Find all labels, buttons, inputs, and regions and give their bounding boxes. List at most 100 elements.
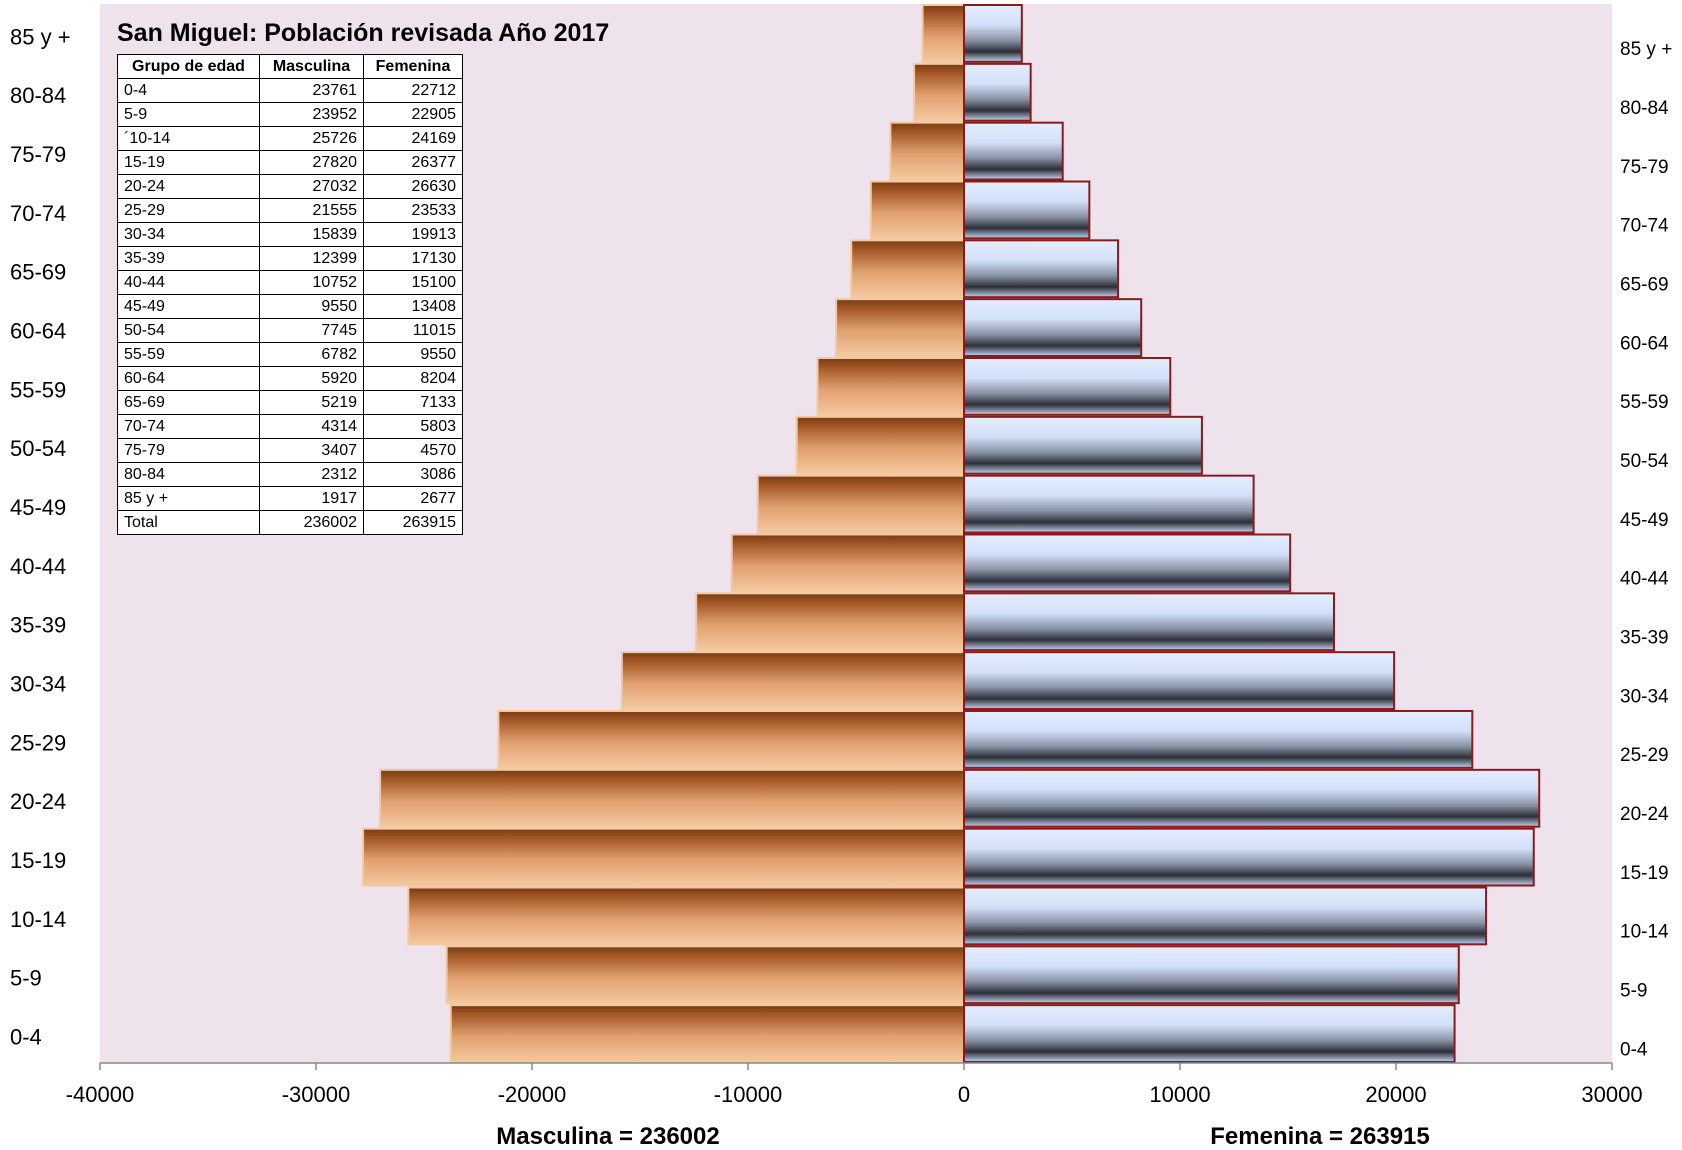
table-cell-femenina: 3086: [363, 462, 463, 487]
bar-femenina-5-9: [963, 945, 1460, 1005]
y-tick-label-right: 55-59: [1620, 392, 1669, 413]
bar-masculina-85 y +: [921, 4, 965, 63]
table-row: 75-79 3407 4570: [117, 438, 463, 463]
table-cell-femenina: 4570: [363, 438, 463, 463]
table-cell-masculina: 1917: [259, 486, 364, 511]
bar-masculina-75-79: [889, 121, 966, 181]
bar-femenina-85 y +: [963, 4, 1023, 63]
y-tick-label-left: 60-64: [10, 319, 66, 344]
table-row: Total 236002 263915: [117, 510, 463, 535]
y-tick-label-right: 5-9: [1620, 980, 1647, 1001]
y-tick-label-right: 85 y +: [1620, 39, 1672, 60]
y-tick-label-left: 50-54: [10, 436, 66, 461]
bar-masculina-15-19: [362, 827, 965, 887]
table-cell-masculina: 5920: [259, 366, 364, 391]
y-tick-label-left: 55-59: [10, 377, 66, 402]
table-row: 55-59 6782 9550: [117, 342, 463, 367]
bar-masculina-70-74: [869, 180, 966, 240]
table-cell-femenina: 26377: [363, 150, 463, 175]
y-tick-label-left: 10-14: [10, 907, 66, 932]
x-tick-label: -40000: [66, 1082, 135, 1107]
table-cell-age-group: 0-4: [117, 78, 260, 103]
y-tick-label-right: 25-29: [1620, 745, 1669, 766]
y-tick-label-right: 20-24: [1620, 804, 1669, 825]
bar-femenina-55-59: [963, 357, 1172, 416]
bar-masculina-65-69: [850, 239, 965, 299]
y-tick-label-right: 50-54: [1620, 451, 1669, 472]
table-cell-femenina: 2677: [363, 486, 463, 511]
bar-femenina-15-19: [963, 827, 1535, 887]
table-cell-age-group: 40-44: [117, 270, 260, 295]
table-row: 50-54 7745 11015: [117, 318, 463, 343]
table-row: ´10-14 25726 24169: [117, 126, 463, 151]
y-tick-label-left: 85 y +: [10, 24, 71, 49]
table-cell-age-group: 80-84: [117, 462, 260, 487]
table-cell-masculina: 23952: [259, 102, 364, 127]
table-cell-femenina: 22905: [363, 102, 463, 127]
bar-masculina-30-34: [620, 651, 966, 711]
y-tick-label-right: 30-34: [1620, 686, 1669, 707]
table-row: 70-74 4314 5803: [117, 414, 463, 439]
table-cell-age-group: ´10-14: [117, 126, 260, 151]
table-cell-age-group: 20-24: [117, 174, 260, 199]
table-cell-age-group: 45-49: [117, 294, 260, 319]
x-axis-label-female: Femenina = 263915: [1210, 1123, 1429, 1145]
y-tick-label-left: 80-84: [10, 83, 66, 108]
table-cell-age-group: 30-34: [117, 222, 260, 247]
population-data-table: Grupo de edad Masculina Femenina 0-4 23761 2…: [117, 54, 463, 535]
table-cell-femenina: 9550: [363, 342, 463, 367]
table-cell-masculina: 10752: [259, 270, 364, 295]
table-row: 0-4 23761 22712: [117, 78, 463, 103]
bar-masculina-0-4: [449, 1004, 965, 1064]
table-row: 65-69 5219 7133: [117, 390, 463, 415]
table-cell-masculina: 12399: [259, 246, 364, 271]
table-cell-age-group: 60-64: [117, 366, 260, 391]
table-cell-masculina: 21555: [259, 198, 364, 223]
table-cell-age-group: 15-19: [117, 150, 260, 175]
bar-femenina-50-54: [963, 415, 1203, 475]
table-cell-femenina: 7133: [363, 390, 463, 415]
y-tick-label-right: 60-64: [1620, 333, 1669, 354]
y-tick-label-right: 80-84: [1620, 98, 1669, 119]
bar-masculina-20-24: [379, 768, 965, 828]
y-tick-label-right: 35-39: [1620, 627, 1669, 648]
bar-femenina-80-84: [963, 62, 1032, 122]
bar-masculina-45-49: [756, 474, 965, 534]
table-cell-age-group: 85 y +: [117, 486, 260, 511]
table-cell-masculina: 6782: [259, 342, 364, 367]
table-cell-age-group: 50-54: [117, 318, 260, 343]
y-tick-label-left: 0-4: [10, 1025, 42, 1050]
bar-femenina-45-49: [963, 474, 1255, 534]
bar-femenina-30-34: [963, 651, 1396, 711]
y-tick-label-right: 40-44: [1620, 569, 1669, 590]
table-cell-masculina: 5219: [259, 390, 364, 415]
table-cell-masculina: 27820: [259, 150, 364, 175]
y-tick-label-left: 65-69: [10, 260, 66, 285]
table-cell-femenina: 22712: [363, 78, 463, 103]
bar-femenina-20-24: [963, 768, 1541, 828]
y-tick-label-left: 15-19: [10, 848, 66, 873]
table-cell-masculina: 7745: [259, 318, 364, 343]
y-tick-label-left: 35-39: [10, 613, 66, 638]
bar-masculina-35-39: [695, 592, 965, 652]
table-cell-femenina: 11015: [363, 318, 463, 343]
table-cell-femenina: 24169: [363, 126, 463, 151]
bar-femenina-0-4: [963, 1004, 1456, 1064]
table-header-0: Grupo de edad: [117, 54, 260, 79]
y-tick-label-right: 75-79: [1620, 157, 1669, 178]
y-tick-label-left: 40-44: [10, 554, 66, 579]
y-tick-label-right: 65-69: [1620, 274, 1669, 295]
x-axis-label-male: Masculina = 236002: [496, 1123, 719, 1145]
table-cell-masculina: 25726: [259, 126, 364, 151]
bar-masculina-80-84: [913, 62, 965, 122]
table-cell-masculina: 4314: [259, 414, 364, 439]
table-cell-age-group: 5-9: [117, 102, 260, 127]
table-row: 30-34 15839 19913: [117, 222, 463, 247]
table-cell-masculina: 3407: [259, 438, 364, 463]
bar-femenina-25-29: [963, 710, 1474, 769]
table-cell-age-group: 65-69: [117, 390, 260, 415]
table-cell-masculina: 23761: [259, 78, 364, 103]
table-cell-femenina: 8204: [363, 366, 463, 391]
y-tick-label-right: 15-19: [1620, 863, 1669, 884]
table-row: 60-64 5920 8204: [117, 366, 463, 391]
